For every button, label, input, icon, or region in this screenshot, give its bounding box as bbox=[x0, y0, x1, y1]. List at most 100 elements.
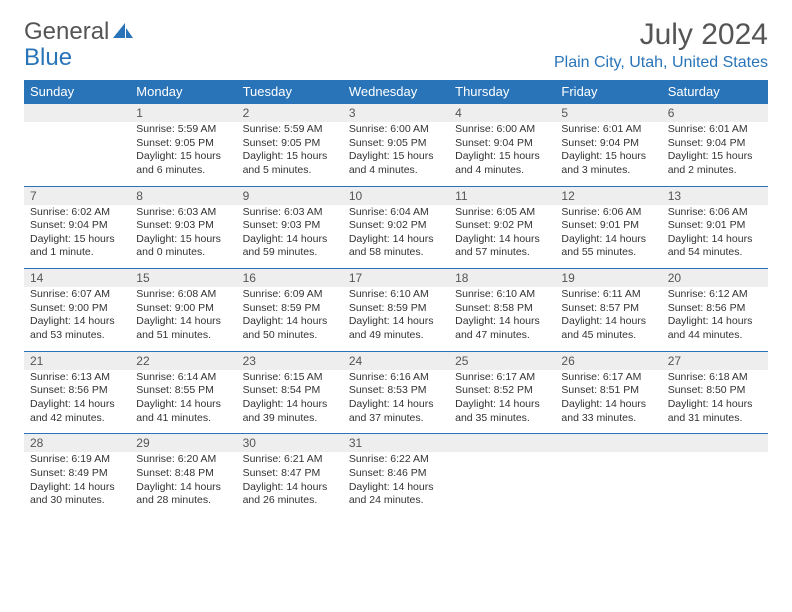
sunrise-text: Sunrise: 6:01 AM bbox=[668, 123, 762, 137]
date-row: 28293031 bbox=[24, 434, 768, 453]
sunrise-text: Sunrise: 6:09 AM bbox=[243, 288, 337, 302]
sunset-text: Sunset: 8:59 PM bbox=[349, 302, 443, 316]
sunset-text: Sunset: 9:00 PM bbox=[136, 302, 230, 316]
info-cell: Sunrise: 6:02 AMSunset: 9:04 PMDaylight:… bbox=[24, 205, 130, 269]
date-cell: 10 bbox=[343, 186, 449, 205]
sunset-text: Sunset: 9:00 PM bbox=[30, 302, 124, 316]
daylight-text: Daylight: 14 hours and 37 minutes. bbox=[349, 398, 443, 425]
sunrise-text: Sunrise: 6:02 AM bbox=[30, 206, 124, 220]
sunset-text: Sunset: 8:57 PM bbox=[561, 302, 655, 316]
date-cell: 24 bbox=[343, 351, 449, 370]
info-cell: Sunrise: 6:04 AMSunset: 9:02 PMDaylight:… bbox=[343, 205, 449, 269]
date-cell: 3 bbox=[343, 104, 449, 123]
date-cell: 4 bbox=[449, 104, 555, 123]
info-cell bbox=[555, 452, 661, 516]
info-cell: Sunrise: 6:00 AMSunset: 9:05 PMDaylight:… bbox=[343, 122, 449, 186]
header: General July 2024 Plain City, Utah, Unit… bbox=[24, 18, 768, 72]
daylight-text: Daylight: 14 hours and 58 minutes. bbox=[349, 233, 443, 260]
info-cell: Sunrise: 6:07 AMSunset: 9:00 PMDaylight:… bbox=[24, 287, 130, 351]
day-header: Thursday bbox=[449, 80, 555, 104]
info-cell: Sunrise: 6:19 AMSunset: 8:49 PMDaylight:… bbox=[24, 452, 130, 516]
daylight-text: Daylight: 14 hours and 44 minutes. bbox=[668, 315, 762, 342]
daylight-text: Daylight: 14 hours and 53 minutes. bbox=[30, 315, 124, 342]
info-cell: Sunrise: 6:10 AMSunset: 8:59 PMDaylight:… bbox=[343, 287, 449, 351]
info-cell: Sunrise: 6:10 AMSunset: 8:58 PMDaylight:… bbox=[449, 287, 555, 351]
calendar-table: Sunday Monday Tuesday Wednesday Thursday… bbox=[24, 80, 768, 516]
day-header: Tuesday bbox=[237, 80, 343, 104]
info-cell: Sunrise: 6:16 AMSunset: 8:53 PMDaylight:… bbox=[343, 370, 449, 434]
sunrise-text: Sunrise: 6:15 AM bbox=[243, 371, 337, 385]
daylight-text: Daylight: 14 hours and 33 minutes. bbox=[561, 398, 655, 425]
sunset-text: Sunset: 8:49 PM bbox=[30, 467, 124, 481]
info-cell: Sunrise: 6:05 AMSunset: 9:02 PMDaylight:… bbox=[449, 205, 555, 269]
info-cell: Sunrise: 6:22 AMSunset: 8:46 PMDaylight:… bbox=[343, 452, 449, 516]
sunset-text: Sunset: 8:52 PM bbox=[455, 384, 549, 398]
info-cell: Sunrise: 6:13 AMSunset: 8:56 PMDaylight:… bbox=[24, 370, 130, 434]
date-cell bbox=[24, 104, 130, 123]
daylight-text: Daylight: 14 hours and 57 minutes. bbox=[455, 233, 549, 260]
day-header: Friday bbox=[555, 80, 661, 104]
date-cell: 30 bbox=[237, 434, 343, 453]
day-header: Wednesday bbox=[343, 80, 449, 104]
sunrise-text: Sunrise: 6:07 AM bbox=[30, 288, 124, 302]
logo-text-1: General bbox=[24, 18, 109, 46]
info-cell: Sunrise: 6:17 AMSunset: 8:52 PMDaylight:… bbox=[449, 370, 555, 434]
daylight-text: Daylight: 14 hours and 54 minutes. bbox=[668, 233, 762, 260]
logo-text-2: Blue bbox=[24, 44, 72, 72]
daylight-text: Daylight: 15 hours and 3 minutes. bbox=[561, 150, 655, 177]
sunset-text: Sunset: 9:02 PM bbox=[349, 219, 443, 233]
sunrise-text: Sunrise: 6:20 AM bbox=[136, 453, 230, 467]
content-row: Sunrise: 6:02 AMSunset: 9:04 PMDaylight:… bbox=[24, 205, 768, 269]
date-cell: 25 bbox=[449, 351, 555, 370]
date-cell: 27 bbox=[662, 351, 768, 370]
daylight-text: Daylight: 15 hours and 0 minutes. bbox=[136, 233, 230, 260]
sunrise-text: Sunrise: 6:21 AM bbox=[243, 453, 337, 467]
sunrise-text: Sunrise: 6:11 AM bbox=[561, 288, 655, 302]
date-cell: 18 bbox=[449, 269, 555, 288]
daylight-text: Daylight: 15 hours and 4 minutes. bbox=[455, 150, 549, 177]
sunrise-text: Sunrise: 6:06 AM bbox=[668, 206, 762, 220]
date-cell: 22 bbox=[130, 351, 236, 370]
sunrise-text: Sunrise: 6:05 AM bbox=[455, 206, 549, 220]
location-label: Plain City, Utah, United States bbox=[554, 54, 768, 72]
daylight-text: Daylight: 15 hours and 1 minute. bbox=[30, 233, 124, 260]
date-cell: 7 bbox=[24, 186, 130, 205]
info-cell: Sunrise: 6:20 AMSunset: 8:48 PMDaylight:… bbox=[130, 452, 236, 516]
sunset-text: Sunset: 8:48 PM bbox=[136, 467, 230, 481]
sunset-text: Sunset: 9:05 PM bbox=[243, 137, 337, 151]
date-cell: 21 bbox=[24, 351, 130, 370]
date-cell bbox=[555, 434, 661, 453]
info-cell: Sunrise: 6:01 AMSunset: 9:04 PMDaylight:… bbox=[555, 122, 661, 186]
sunrise-text: Sunrise: 5:59 AM bbox=[136, 123, 230, 137]
date-cell: 19 bbox=[555, 269, 661, 288]
sunset-text: Sunset: 9:04 PM bbox=[30, 219, 124, 233]
date-cell: 23 bbox=[237, 351, 343, 370]
info-cell: Sunrise: 6:11 AMSunset: 8:57 PMDaylight:… bbox=[555, 287, 661, 351]
daylight-text: Daylight: 14 hours and 39 minutes. bbox=[243, 398, 337, 425]
sunrise-text: Sunrise: 6:12 AM bbox=[668, 288, 762, 302]
daylight-text: Daylight: 15 hours and 6 minutes. bbox=[136, 150, 230, 177]
sunset-text: Sunset: 9:01 PM bbox=[668, 219, 762, 233]
date-cell bbox=[662, 434, 768, 453]
daylight-text: Daylight: 15 hours and 4 minutes. bbox=[349, 150, 443, 177]
date-row: 123456 bbox=[24, 104, 768, 123]
date-cell: 15 bbox=[130, 269, 236, 288]
sunset-text: Sunset: 8:56 PM bbox=[668, 302, 762, 316]
info-cell: Sunrise: 6:03 AMSunset: 9:03 PMDaylight:… bbox=[237, 205, 343, 269]
daylight-text: Daylight: 14 hours and 30 minutes. bbox=[30, 481, 124, 508]
info-cell: Sunrise: 6:08 AMSunset: 9:00 PMDaylight:… bbox=[130, 287, 236, 351]
daylight-text: Daylight: 15 hours and 5 minutes. bbox=[243, 150, 337, 177]
content-row: Sunrise: 6:13 AMSunset: 8:56 PMDaylight:… bbox=[24, 370, 768, 434]
sunset-text: Sunset: 8:53 PM bbox=[349, 384, 443, 398]
sunrise-text: Sunrise: 6:01 AM bbox=[561, 123, 655, 137]
daylight-text: Daylight: 14 hours and 59 minutes. bbox=[243, 233, 337, 260]
daylight-text: Daylight: 14 hours and 24 minutes. bbox=[349, 481, 443, 508]
date-cell: 20 bbox=[662, 269, 768, 288]
sunrise-text: Sunrise: 6:22 AM bbox=[349, 453, 443, 467]
daylight-text: Daylight: 14 hours and 28 minutes. bbox=[136, 481, 230, 508]
daylight-text: Daylight: 14 hours and 35 minutes. bbox=[455, 398, 549, 425]
date-row: 21222324252627 bbox=[24, 351, 768, 370]
sunrise-text: Sunrise: 6:08 AM bbox=[136, 288, 230, 302]
day-header: Saturday bbox=[662, 80, 768, 104]
daylight-text: Daylight: 14 hours and 50 minutes. bbox=[243, 315, 337, 342]
